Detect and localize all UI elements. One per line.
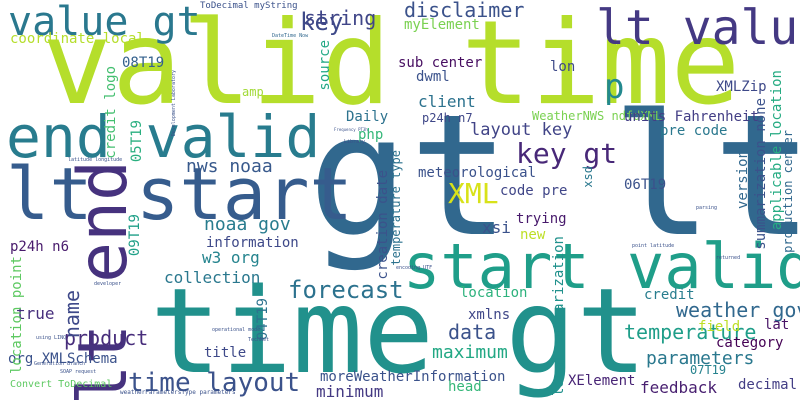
word-collection: collection [164, 268, 261, 287]
word-new: new [520, 227, 546, 243]
word-08t19: 08T19 [122, 55, 165, 71]
word-temperature: temperature [624, 320, 757, 344]
word-developer: developer [94, 281, 122, 287]
word-weathernws-ndfdxml: WeatherNWS ndfdXML [532, 109, 663, 123]
word-start-valid: start valid [403, 230, 800, 303]
word-xml: XML [448, 177, 499, 210]
word-convert-todecimal: Convert ToDecimal [10, 379, 113, 390]
word-todecimal-mystring: ToDecimal myString [200, 1, 298, 11]
word-noaa-gov: noaa gov [204, 214, 291, 235]
word-code-pre: code pre [500, 183, 568, 199]
word-weather-gov: weather gov [676, 298, 800, 322]
word-credit: credit [644, 287, 695, 303]
word-string: string [304, 6, 377, 30]
word-summarization-none: summarization none [753, 98, 769, 250]
word-p24h-n7: p24h n7 [422, 111, 473, 125]
word-07t19: 07T19 [690, 363, 727, 377]
word-datetime-now: DateTime Now [272, 33, 309, 39]
word-06t19: 06T19 [624, 177, 667, 193]
word-parameters: parameters [646, 348, 755, 369]
word-units-fahrenheit: units Fahrenheit [624, 109, 759, 125]
word-04t19: 04T19 [255, 298, 271, 341]
word-title: title [204, 345, 247, 361]
word-05t19: 05T19 [129, 120, 145, 163]
word-xsi: xsi [482, 218, 511, 237]
word-p24h-n6: p24h n6 [10, 239, 70, 255]
word-xelement: XElement [568, 373, 636, 389]
word-parsing: parsing [696, 205, 718, 211]
word-production-center: production center [781, 130, 795, 253]
word-lat: lat [764, 317, 790, 333]
word-library: Library [344, 139, 366, 145]
word-name: name [60, 290, 84, 339]
word-lt-start: lt start [6, 152, 353, 236]
word-temperature-type: temperature type [389, 150, 403, 266]
word-w3-org: w3 org [202, 248, 260, 267]
word-pre-code: pre code [660, 123, 728, 139]
word-coordinate-local: coordinate local [10, 31, 145, 47]
word-valid-time: valid time [42, 0, 741, 131]
word-generation-branch: Generation Branch [34, 361, 86, 367]
word-xmlns: xmlns [468, 307, 511, 323]
word-nws-noaa: nws noaa [186, 156, 273, 177]
word-minimum: minimum [316, 382, 384, 400]
word-time-layout: time layout [128, 368, 301, 398]
word-meteorological: meteorological [418, 165, 537, 181]
word-amp: amp [242, 85, 264, 99]
word-lt-value: lt value [596, 0, 800, 56]
word-dwml: dwml [416, 69, 450, 85]
word-credit-logo: credit logo [103, 66, 119, 159]
word-daily: Daily [346, 109, 389, 125]
word-location: location [460, 285, 528, 301]
word-soap-request: SOAP request [60, 369, 97, 375]
word-frequency-pt3h: Frequency PT3h [334, 127, 368, 132]
word-php: php [358, 127, 384, 143]
word-p: p [604, 67, 625, 107]
word-operational-mode: operational mode [212, 327, 261, 333]
word-09t19: 09T19 [127, 214, 143, 257]
word-information: information [206, 235, 299, 251]
word-field: field [698, 319, 741, 335]
word-head: head [448, 379, 482, 395]
word-true: true [16, 304, 55, 323]
word-xmlzip: XMLZip [716, 79, 767, 95]
word-key: key [300, 8, 344, 36]
word-weatherparameterstype: weatherParametersType parameters [120, 389, 236, 396]
word-moreweatherinformation: moreWeatherInformation [320, 369, 506, 385]
word-source: source [317, 40, 333, 91]
word-time-gt: time gt [150, 262, 648, 400]
word-end-valid: end valid [6, 103, 321, 171]
word-xsd: xsd [581, 166, 595, 188]
word-product: product [64, 326, 149, 350]
word-returned: returned [716, 255, 741, 261]
word-data: data [448, 320, 497, 344]
word-point-latitude: point latitude [632, 243, 675, 249]
word-org-xmlschema: org XMLSchema [8, 351, 118, 367]
word-lon: lon [550, 59, 576, 75]
word-myelement: myElement [404, 17, 480, 33]
word-trying: trying [516, 211, 567, 227]
word-maximum: maximum [432, 342, 508, 363]
word-local-summarization: local summarization [551, 236, 567, 397]
word-latitude-longitude: latitude longitude [68, 157, 123, 163]
word-decimal: decimal [738, 377, 798, 393]
word-gt-lt: gt lt [308, 78, 800, 274]
word-value-gt: value gt [8, 0, 201, 45]
word-layout-key: layout key [470, 120, 573, 140]
word-development-laboratory: Development Laboratory [171, 70, 177, 137]
word-creation-date: creation date [375, 170, 391, 280]
word-key-gt: key gt [516, 137, 618, 170]
word-category: category [716, 335, 784, 351]
word-client: client [418, 92, 476, 111]
word-version: version [735, 150, 751, 210]
word-feedback: feedback [640, 378, 718, 397]
word-encoding-utf: encoding UTF [396, 265, 433, 271]
word-location-point: location point [9, 256, 25, 375]
word-technet: TechNet [248, 337, 270, 343]
word-forecast: forecast [288, 276, 404, 304]
word-disclaimer: disclaimer [404, 0, 525, 22]
word-sub-center: sub center [398, 55, 483, 71]
word-using-linq: using LINQ [36, 335, 67, 341]
